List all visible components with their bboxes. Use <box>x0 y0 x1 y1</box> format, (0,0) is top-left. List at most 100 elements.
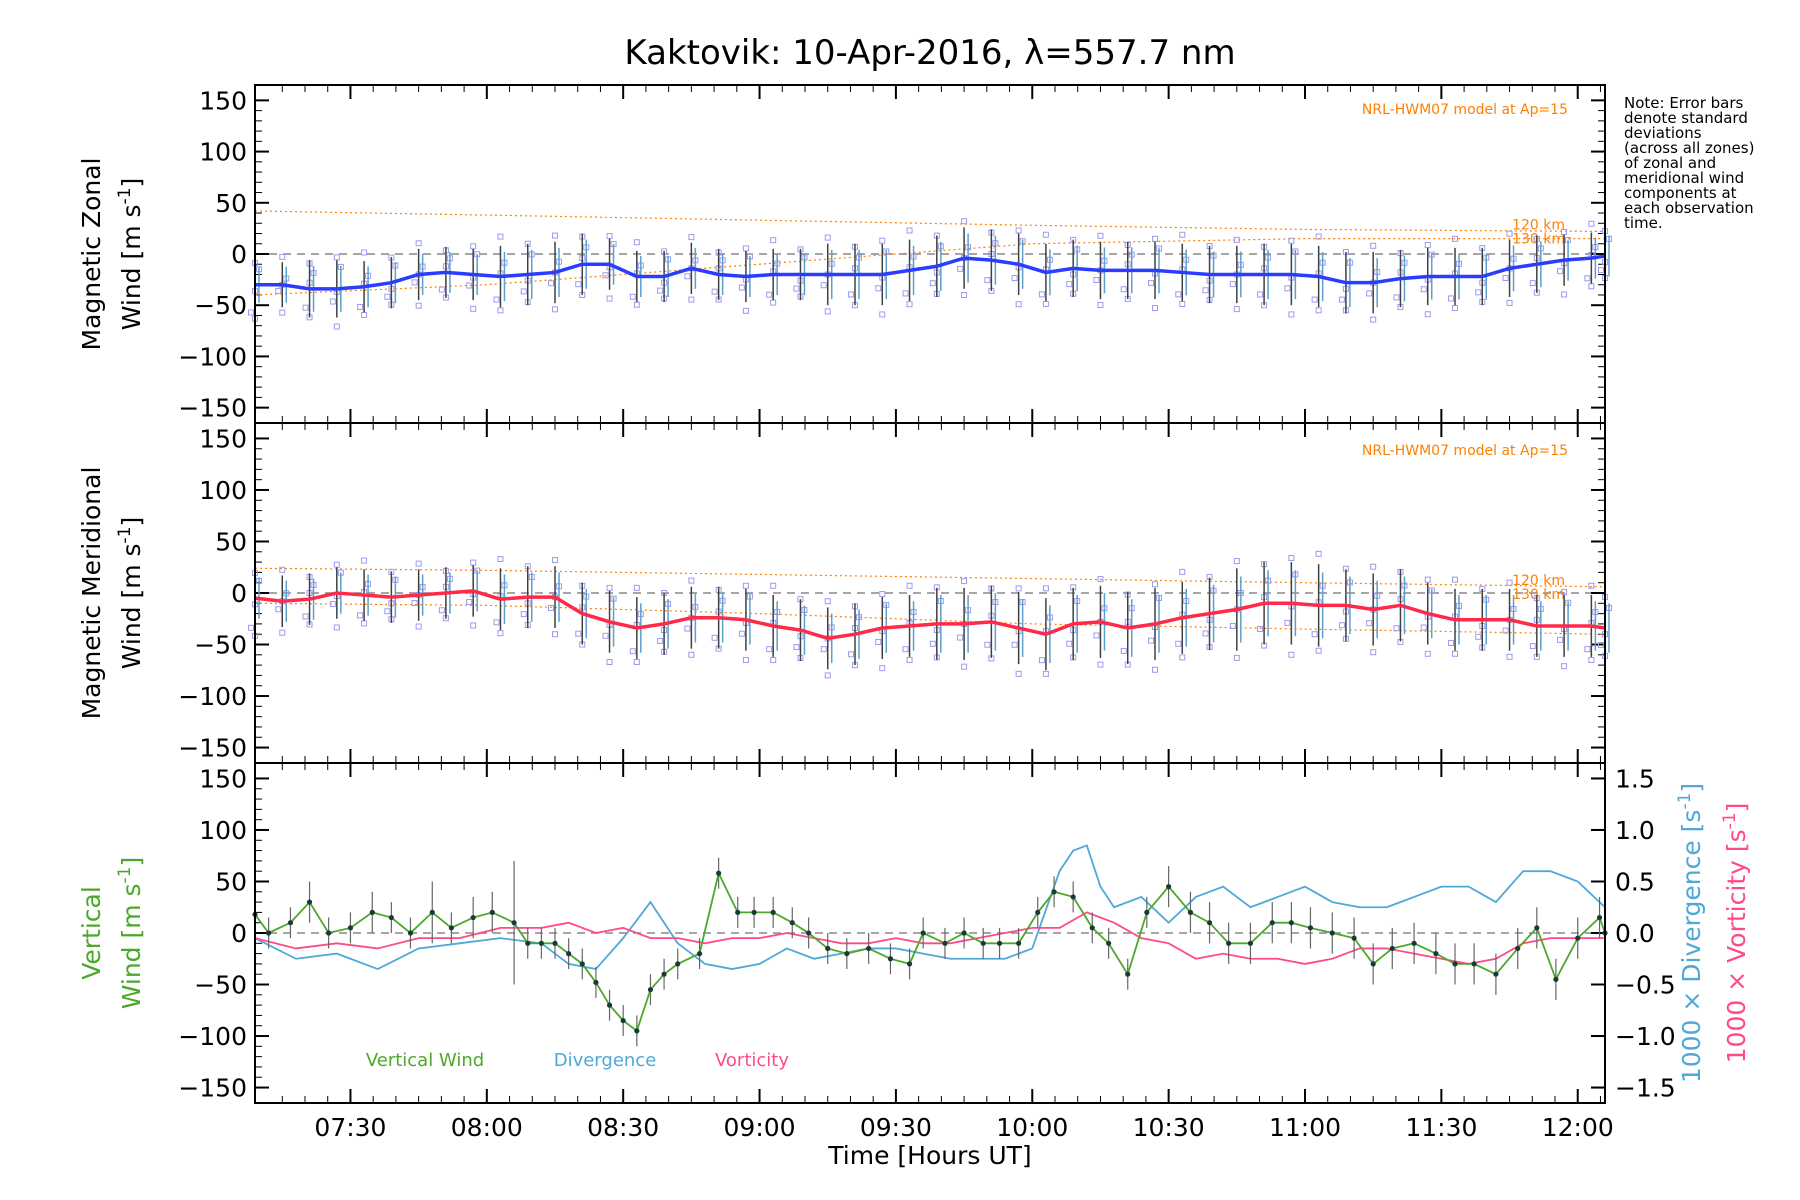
vertical-wind-point <box>1493 971 1499 977</box>
zone-sample-marker <box>906 656 913 663</box>
vertical-wind-point <box>1247 940 1254 946</box>
vertical-wind-point <box>1106 940 1112 946</box>
zone-sample-marker <box>1097 661 1104 668</box>
vertical-wind-point <box>675 961 681 967</box>
zone-sample-marker <box>1011 641 1018 648</box>
y-tick-label: 150 <box>199 424 247 453</box>
zone-sample-marker <box>1338 296 1345 303</box>
zone-sample-marker <box>466 599 473 606</box>
vertical-wind-point <box>1370 961 1376 967</box>
zone-sample-marker <box>633 659 640 666</box>
legend-vertical-wind: Vertical Wind <box>366 1050 484 1071</box>
vertical-wind-point <box>1575 935 1581 941</box>
zone-sample-marker <box>684 273 691 280</box>
zone-sample-marker <box>1366 290 1373 297</box>
vertical-wind-point <box>1288 920 1294 926</box>
vertical-wind-point <box>1553 976 1559 982</box>
zone-sample-marker <box>1475 289 1482 296</box>
zonal-ylabel-line1: Magnetic Zonal <box>77 158 106 351</box>
zone-sample-marker <box>929 640 936 647</box>
zone-sample-marker <box>657 287 664 294</box>
zone-sample-marker <box>1561 588 1568 595</box>
vertical-wind-point <box>647 987 654 993</box>
vertical-wind-point <box>696 951 703 957</box>
zone-sample-marker <box>1393 625 1400 632</box>
zone-sample-marker <box>1175 640 1182 647</box>
zone-sample-marker <box>1588 656 1595 663</box>
y-tick-label: 100 <box>199 476 247 505</box>
zone-sample-marker <box>470 622 477 629</box>
zone-sample-marker <box>1452 305 1458 312</box>
meridional-wind-line <box>254 589 1606 641</box>
vertical-wind-point <box>634 1028 640 1034</box>
right-y-tick-label: 0.5 <box>1615 867 1655 896</box>
model-level-label: 120 km <box>1512 217 1565 233</box>
zone-sample-marker <box>961 291 968 298</box>
vertical-wind-point <box>566 951 572 957</box>
zone-sample-marker <box>820 282 827 289</box>
zone-sample-marker <box>497 233 504 240</box>
vertical-wind-point <box>388 914 394 921</box>
x-tick-label: 11:30 <box>1405 1113 1477 1142</box>
zone-sample-marker <box>875 285 882 292</box>
vertical-wind-point <box>906 961 913 967</box>
zone-sample-marker <box>302 304 309 311</box>
zone-sample-marker <box>329 298 336 305</box>
zone-sample-marker <box>1042 670 1049 677</box>
vertical-wind-point <box>1307 925 1314 931</box>
zone-sample-marker <box>279 629 286 636</box>
vertical-wind-point <box>1016 940 1022 946</box>
zone-sample-marker <box>1452 650 1458 657</box>
zone-sample-marker <box>606 233 613 240</box>
x-axis-label: Time [Hours UT] <box>827 1141 1031 1170</box>
zone-sample-marker <box>552 631 558 638</box>
zone-sample-marker <box>1233 306 1240 313</box>
zone-sample-marker <box>1506 579 1513 586</box>
vertical-wind-point <box>579 961 585 967</box>
zone-sample-marker <box>1506 230 1513 237</box>
model-level-label: 130 km <box>1512 231 1565 247</box>
vertical-wind-point <box>347 925 354 931</box>
zone-sample-marker <box>688 651 695 658</box>
zone-sample-marker <box>552 232 558 239</box>
zone-sample-marker <box>1393 294 1400 301</box>
zone-sample-marker <box>711 288 718 295</box>
zone-sample-marker <box>684 625 691 632</box>
vertical-wind-point <box>844 951 850 957</box>
zone-sample-marker <box>248 309 254 316</box>
zone-sample-marker <box>1557 268 1564 275</box>
zonal-wind-line <box>255 254 1606 291</box>
vertical-wind-point <box>429 909 435 915</box>
zone-sample-marker <box>1042 300 1049 307</box>
vertical-wind-point <box>620 1017 626 1024</box>
zone-sample-marker <box>1452 576 1458 583</box>
zone-sample-marker <box>957 634 964 641</box>
zone-sample-marker <box>902 646 909 653</box>
zone-sample-marker <box>742 245 749 252</box>
zone-sample-marker <box>1370 563 1377 570</box>
zone-sample-marker <box>275 606 282 613</box>
zone-sample-marker <box>961 663 968 670</box>
zone-sample-marker <box>248 624 254 631</box>
zone-sample-marker <box>1179 654 1186 661</box>
zone-sample-marker <box>1311 296 1318 303</box>
zone-sample-marker <box>361 620 368 627</box>
vertical-ylabel-line2: Wind [m s-1] <box>115 857 146 1010</box>
vertical-wind-point <box>1471 961 1477 967</box>
zone-sample-marker <box>329 601 336 608</box>
zone-sample-marker <box>633 584 640 591</box>
y-tick-label: 150 <box>199 86 247 115</box>
vertical-wind-point <box>751 909 757 915</box>
zone-sample-marker <box>384 608 391 615</box>
zone-sample-marker <box>302 613 309 620</box>
zone-sample-marker <box>824 672 831 679</box>
zone-sample-marker <box>470 243 477 250</box>
zone-sample-marker <box>879 591 886 598</box>
zone-sample-marker <box>470 559 477 566</box>
vertical-wind-point <box>1389 945 1395 952</box>
zone-sample-marker <box>1229 622 1236 629</box>
vertical-wind-point <box>470 914 476 921</box>
vertical-wind-point <box>942 940 948 946</box>
zone-sample-marker <box>1284 619 1291 626</box>
zone-sample-marker <box>1420 624 1427 631</box>
